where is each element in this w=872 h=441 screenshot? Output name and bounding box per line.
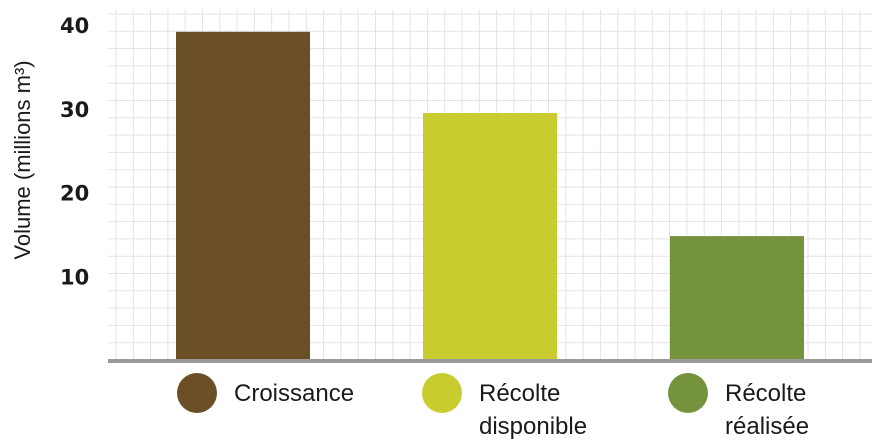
legend-label-3: réalisée [725,413,809,440]
legend-swatch-1 [177,373,217,413]
legend-swatch-3 [668,373,708,413]
bar-1 [176,31,310,360]
y-tick-label: 30 [60,98,89,122]
bars [176,31,804,360]
legend: Croissance Récolte disponible Récolte réalis… [177,373,809,440]
bar-2 [423,113,557,360]
legend-label-2: Récolte [479,380,560,407]
legend-swatch-2 [422,373,462,413]
y-tick-label: 10 [60,265,89,289]
legend-label-2: disponible [479,413,587,440]
y-axis-label: Volume (millions m³) [10,60,35,259]
bar-3 [670,236,804,360]
legend-label-1: Croissance [234,380,354,407]
y-tick-label: 20 [60,182,89,206]
legend-label-3: Récolte [725,380,806,407]
y-tick-label: 40 [60,14,89,38]
y-axis-ticks: 10 20 30 40 [60,14,89,289]
